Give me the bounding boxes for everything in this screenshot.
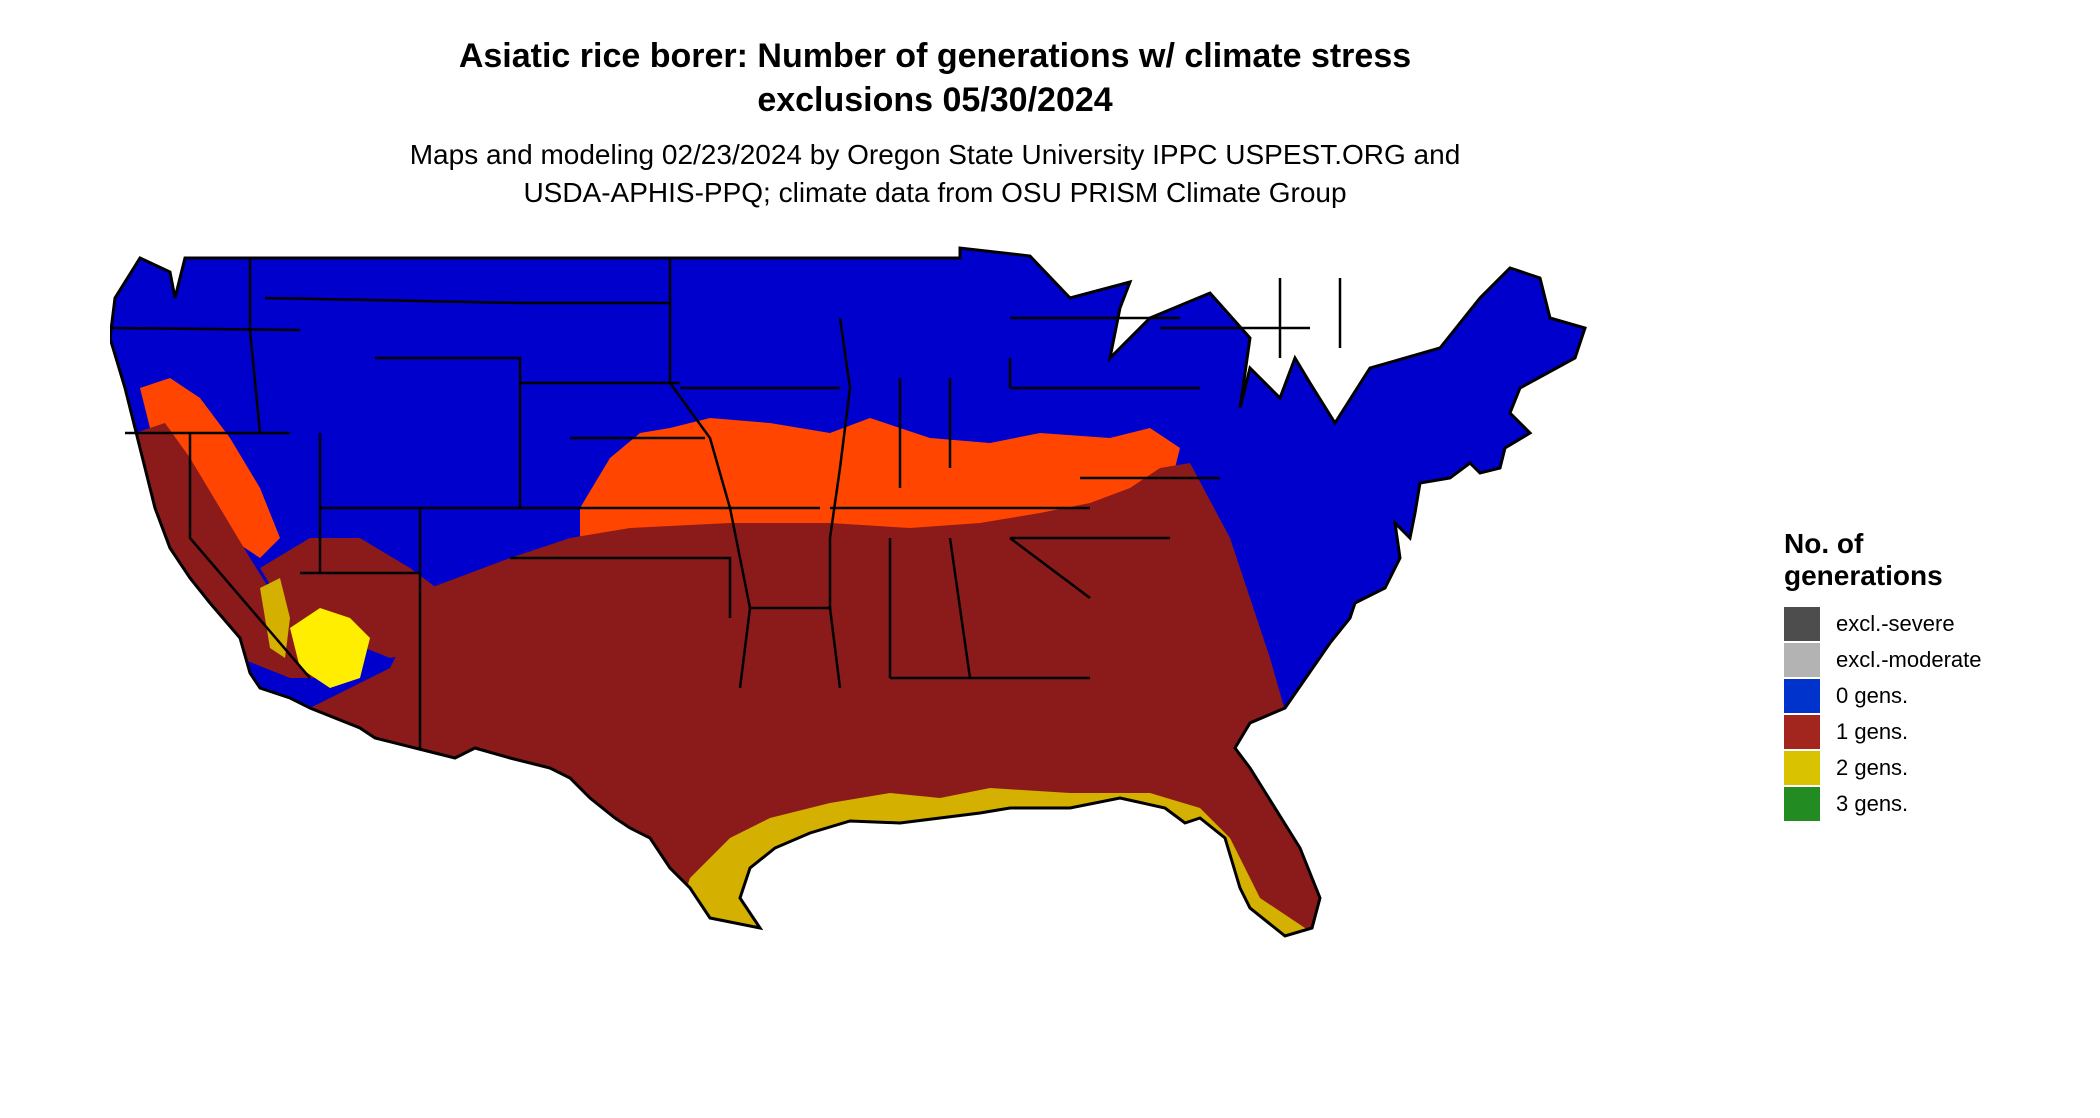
legend-item-2-gens: 2 gens. <box>1784 750 1982 786</box>
border-ca-nv <box>188 433 311 679</box>
us-outline <box>110 246 1587 938</box>
border-tx-ok <box>510 556 732 618</box>
legend-label: 0 gens. <box>1836 683 1909 708</box>
zone-partial-generation-west <box>140 378 280 558</box>
zone-2-generations-arizona <box>290 608 370 688</box>
map-subtitle-line-2: USDA-APHIS-PPQ; climate data from OSU PR… <box>523 177 1347 208</box>
legend-swatch <box>1784 787 1820 821</box>
map-subtitle: Maps and modeling 02/23/2024 by Oregon S… <box>0 136 1870 212</box>
border-great-plains-east <box>668 258 752 689</box>
legend-swatch <box>1784 715 1820 749</box>
legend: No. of generations excl.-severe excl.-mo… <box>1784 528 1982 822</box>
us-generations-map <box>110 246 1587 1068</box>
legend-label: 2 gens. <box>1836 755 1909 780</box>
legend-item-1-gens: 1 gens. <box>1784 714 1982 750</box>
legend-swatch <box>1784 643 1820 677</box>
legend-item-3-gens: 3 gens. <box>1784 786 1982 822</box>
map-title: Asiatic rice borer: Number of generation… <box>0 34 1870 122</box>
zone-1-generation-desert <box>260 538 450 658</box>
map-subtitle-line-1: Maps and modeling 02/23/2024 by Oregon S… <box>409 139 1461 170</box>
legend-swatch <box>1784 751 1820 785</box>
border-wa-or <box>110 326 301 332</box>
legend-title-line-1: No. of <box>1784 528 1864 559</box>
border-mt-wy <box>264 296 521 305</box>
state-borders <box>110 258 1342 748</box>
border-mississippi-river <box>828 317 852 608</box>
legend-item-excl-moderate: excl.-moderate <box>1784 642 1982 678</box>
legend-title: No. of generations <box>1784 528 1982 592</box>
zone-2-generations-colorado-river <box>260 578 290 658</box>
border-al-ga <box>948 537 972 679</box>
map-title-line-2: exclusions 05/30/2024 <box>757 81 1113 119</box>
legend-title-line-2: generations <box>1784 560 1943 591</box>
border-wy-ut <box>375 356 522 508</box>
legend-swatch <box>1784 607 1820 641</box>
border-id-west <box>248 258 262 434</box>
legend-item-0-gens: 0 gens. <box>1784 678 1982 714</box>
map-title-line-1: Asiatic rice borer: Number of generation… <box>458 37 1412 75</box>
legend-item-excl-severe: excl.-severe <box>1784 606 1982 642</box>
legend-label: 1 gens. <box>1836 719 1909 744</box>
border-ga-sc <box>1009 537 1091 599</box>
legend-label: excl.-moderate <box>1836 647 1982 672</box>
legend-label: 3 gens. <box>1836 791 1909 816</box>
legend-swatch <box>1784 679 1820 713</box>
zone-3-generations-keys <box>1250 1048 1285 1068</box>
legend-label: excl.-severe <box>1836 611 1955 636</box>
